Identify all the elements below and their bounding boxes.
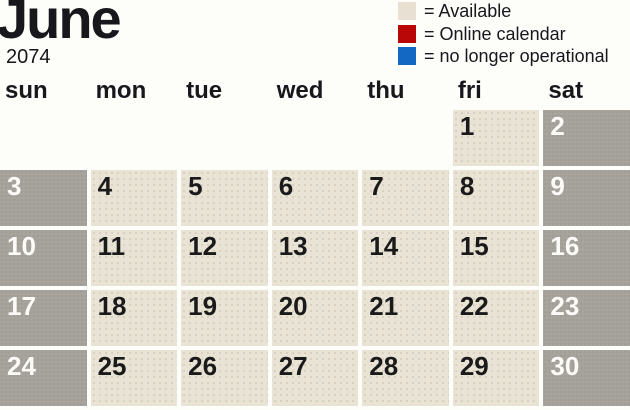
calendar-day-4[interactable]: 4: [90, 170, 178, 226]
empty-cell: [362, 110, 449, 166]
calendar-day-19[interactable]: 19: [181, 290, 268, 346]
calendar-day-3[interactable]: 3: [0, 170, 87, 226]
empty-cell: [181, 110, 268, 166]
legend-label: = Online calendar: [424, 23, 566, 44]
weekday-header-thu: thu: [367, 77, 405, 104]
month-title: June: [0, 0, 122, 50]
calendar-day-1[interactable]: 1: [452, 110, 540, 166]
empty-cell: [0, 110, 87, 166]
calendar-day-7[interactable]: 7: [362, 170, 449, 226]
calendar-day-21[interactable]: 21: [362, 290, 449, 346]
no-longer-operational-swatch: [398, 47, 416, 65]
calendar-day-28[interactable]: 28: [362, 350, 449, 406]
weekday-header-wed: wed: [276, 77, 324, 104]
calendar-day-22[interactable]: 22: [452, 290, 540, 346]
legend-label: = Available: [424, 1, 512, 21]
calendar-day-11[interactable]: 11: [90, 230, 178, 286]
calendar-day-5[interactable]: 5: [181, 170, 268, 226]
weekday-header-sat: sat: [548, 77, 584, 104]
calendar-day-20[interactable]: 20: [271, 290, 359, 346]
calendar-day-30[interactable]: 30: [543, 350, 630, 406]
calendar-day-10[interactable]: 10: [0, 230, 87, 286]
calendar-day-8[interactable]: 8: [452, 170, 540, 226]
weekday-header-row: sun mon tue wed thu fri sat: [0, 78, 630, 104]
legend-label: = no longer operational: [424, 46, 609, 66]
weekday-header-sun: sun: [5, 77, 48, 104]
weekday-header-tue: tue: [186, 77, 223, 104]
calendar-day-29[interactable]: 29: [452, 350, 540, 406]
title-block: June 2074: [0, 0, 122, 68]
calendar-day-12[interactable]: 12: [181, 230, 268, 286]
weekday-header-mon: mon: [95, 77, 147, 104]
legend: = Available = Online calendar = no longer …: [398, 2, 609, 70]
legend-item: = Available: [398, 2, 609, 20]
calendar-day-23[interactable]: 23: [543, 290, 630, 346]
calendar-day-16[interactable]: 16: [543, 230, 630, 286]
empty-cell: [272, 110, 359, 166]
calendar-day-15[interactable]: 15: [452, 230, 540, 286]
calendar-day-27[interactable]: 27: [271, 350, 359, 406]
legend-item: = Online calendar: [398, 23, 609, 44]
year-label: 2074: [6, 46, 51, 68]
calendar-day-2[interactable]: 2: [543, 110, 630, 166]
calendar-day-17[interactable]: 17: [0, 290, 87, 346]
online-calendar-swatch: [398, 24, 416, 43]
calendar-day-26[interactable]: 26: [181, 350, 268, 406]
calendar-day-13[interactable]: 13: [271, 230, 359, 286]
weekday-header-fri: fri: [457, 77, 482, 104]
calendar-day-25[interactable]: 25: [90, 350, 178, 406]
calendar-day-6[interactable]: 6: [271, 170, 359, 226]
legend-item: = no longer operational: [398, 47, 609, 65]
empty-cell: [91, 110, 178, 166]
calendar-day-24[interactable]: 24: [0, 350, 87, 406]
calendar-day-9[interactable]: 9: [543, 170, 630, 226]
calendar-grid: 1 2 3 4 5 6 7 8 9 10 11 12 13 14 15 16 17 18 19 20 21 22 23 24 2…: [0, 110, 630, 406]
calendar-day-18[interactable]: 18: [90, 290, 178, 346]
calendar-day-14[interactable]: 14: [362, 230, 449, 286]
available-swatch: [398, 2, 416, 20]
